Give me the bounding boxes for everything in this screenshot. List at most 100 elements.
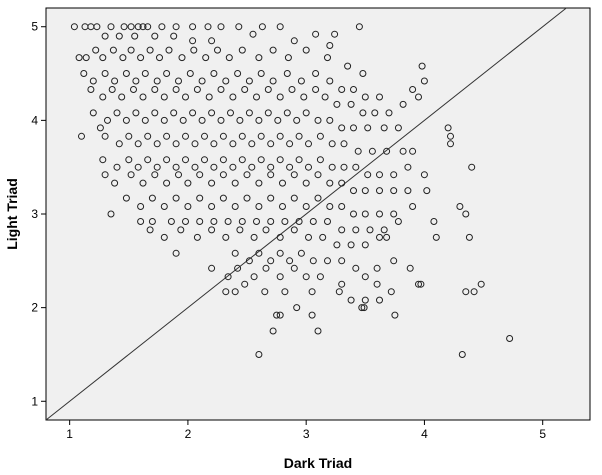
- data-point: [93, 23, 101, 31]
- data-point: [78, 132, 85, 140]
- data-point: [269, 327, 277, 335]
- data-point: [276, 249, 284, 257]
- data-point: [141, 70, 149, 77]
- data-point: [383, 147, 391, 155]
- data-point: [222, 77, 230, 85]
- data-point: [366, 226, 374, 234]
- data-point: [132, 77, 140, 85]
- data-point: [391, 311, 399, 319]
- data-point: [324, 257, 331, 265]
- data-point: [172, 163, 180, 171]
- data-point: [177, 226, 185, 234]
- data-point: [338, 124, 346, 132]
- data-point: [163, 132, 171, 140]
- data-point: [202, 54, 210, 62]
- data-point: [196, 218, 204, 225]
- data-point: [186, 70, 194, 77]
- data-point: [257, 132, 265, 140]
- data-point: [125, 156, 133, 164]
- data-point: [225, 54, 233, 62]
- y-tick-label: 2: [31, 301, 38, 315]
- data-point: [156, 54, 163, 62]
- data-point: [302, 179, 310, 187]
- data-point: [261, 288, 269, 296]
- data-point: [319, 233, 327, 241]
- data-point: [432, 233, 440, 241]
- data-point: [276, 23, 284, 31]
- data-point: [361, 93, 369, 101]
- data-point: [314, 171, 322, 179]
- data-point: [359, 70, 367, 77]
- data-point: [309, 218, 317, 225]
- data-point: [376, 296, 383, 304]
- reference-line: [45, 7, 567, 421]
- data-point: [219, 156, 227, 164]
- data-point: [208, 37, 216, 45]
- data-point: [201, 156, 208, 164]
- data-point: [267, 140, 275, 148]
- data-point: [352, 264, 360, 272]
- data-point: [182, 156, 189, 164]
- data-point: [371, 109, 379, 117]
- data-point: [243, 194, 251, 202]
- data-point: [326, 42, 334, 49]
- data-point: [151, 109, 159, 117]
- data-point: [423, 187, 431, 195]
- data-point: [390, 257, 398, 265]
- data-point: [326, 179, 334, 187]
- y-tick-label: 4: [31, 113, 38, 127]
- data-point: [201, 132, 208, 140]
- data-point: [262, 226, 270, 234]
- data-point: [75, 54, 83, 62]
- data-point: [158, 23, 166, 31]
- data-point: [175, 171, 182, 179]
- data-point: [170, 109, 178, 117]
- data-point: [231, 288, 239, 296]
- data-point: [132, 109, 140, 117]
- data-point: [255, 351, 263, 358]
- data-point: [376, 210, 383, 218]
- data-point: [269, 77, 277, 85]
- data-point: [89, 109, 97, 117]
- x-tick-label: 1: [66, 427, 73, 441]
- data-point: [208, 109, 216, 117]
- data-point: [394, 124, 402, 132]
- data-point: [312, 70, 320, 77]
- data-point: [290, 194, 298, 202]
- data-point: [316, 156, 324, 164]
- data-point: [281, 218, 289, 225]
- data-point: [312, 30, 320, 38]
- data-point: [309, 257, 317, 265]
- data-point: [120, 23, 128, 31]
- data-point: [172, 86, 180, 93]
- data-point: [184, 179, 192, 187]
- data-point: [217, 116, 225, 124]
- x-axis: 1 2 3 4 5: [66, 420, 546, 441]
- data-point: [241, 86, 249, 93]
- data-point: [189, 109, 197, 117]
- data-point: [338, 226, 346, 234]
- data-point: [144, 132, 152, 140]
- data-point: [430, 218, 438, 225]
- x-tick-label: 2: [185, 427, 192, 441]
- data-point: [175, 77, 182, 85]
- data-point: [276, 311, 284, 319]
- data-point: [119, 54, 127, 62]
- data-point: [134, 140, 142, 148]
- data-point: [444, 124, 452, 132]
- x-tick-label: 5: [539, 427, 546, 441]
- data-point: [409, 86, 417, 93]
- data-point: [193, 86, 201, 93]
- data-point: [125, 132, 133, 140]
- data-point: [248, 140, 256, 148]
- data-point: [415, 280, 422, 288]
- data-point: [360, 304, 368, 312]
- data-point: [217, 86, 225, 93]
- data-point: [302, 46, 310, 54]
- data-point: [506, 335, 514, 342]
- data-point: [253, 93, 260, 101]
- data-point: [234, 70, 242, 77]
- data-point: [208, 179, 216, 187]
- data-point: [281, 288, 289, 296]
